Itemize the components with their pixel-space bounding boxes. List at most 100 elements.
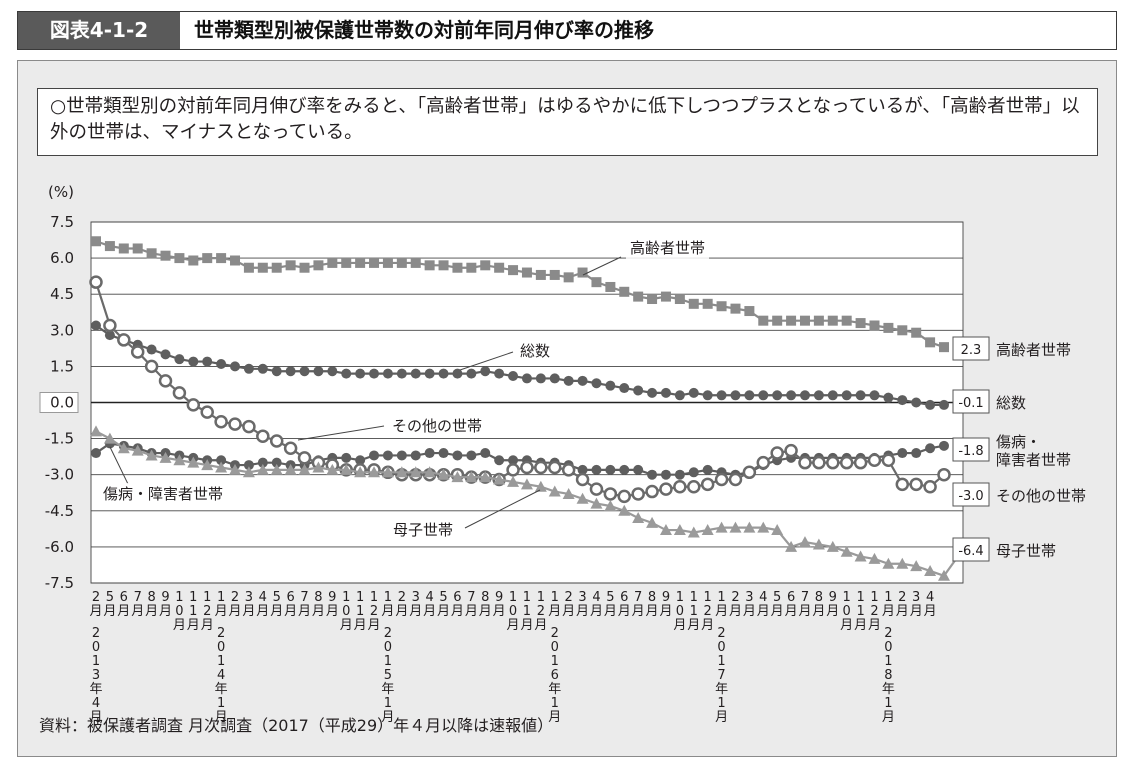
data-point-circle (563, 375, 574, 386)
data-point-circle (549, 373, 560, 384)
data-point-open-circle (742, 465, 757, 480)
y-tick-label: -3.0 (45, 466, 74, 484)
data-point-square (396, 257, 407, 268)
annotation-leader (459, 351, 514, 371)
data-point-triangle (548, 485, 561, 497)
annotation-bg (99, 483, 227, 505)
data-point-circle (591, 464, 602, 475)
data-point-circle (382, 450, 393, 461)
data-point-circle (911, 448, 922, 459)
data-point-triangle (882, 557, 895, 569)
data-point-triangle (270, 463, 283, 475)
data-point-triangle (785, 540, 798, 552)
x-tick-label: 3 (745, 590, 753, 605)
end-value-box (952, 482, 990, 507)
data-point-square (772, 315, 783, 326)
data-point-circle (452, 368, 463, 379)
data-point-square (132, 243, 143, 254)
data-point-circle (369, 450, 380, 461)
data-point-triangle (520, 478, 533, 490)
x-tick-label: 9 (328, 590, 336, 605)
end-value-label: -0.1 (958, 396, 983, 411)
data-point-square (466, 262, 477, 273)
data-point-triangle (659, 524, 672, 536)
end-value-label: 2.3 (961, 343, 982, 358)
data-point-triangle (451, 471, 464, 483)
data-point-open-circle (130, 345, 145, 359)
data-point-circle (382, 368, 393, 379)
data-point-circle (855, 390, 866, 401)
x-tick-label: 月 (659, 604, 672, 619)
x-tick-label: 1 (537, 590, 545, 605)
data-point-open-circle (283, 441, 298, 455)
data-point-circle (605, 380, 616, 391)
data-point-open-circle (700, 477, 715, 492)
x-year-label: 1 (551, 654, 559, 669)
x-tick-label: 8 (481, 590, 489, 605)
data-point-triangle (159, 451, 172, 463)
x-tick-label: 月 (507, 618, 520, 633)
x-tick-label: 5 (439, 590, 447, 605)
figure-label: 図表4-1-2 (18, 12, 180, 49)
data-point-square (202, 253, 213, 264)
x-tick-label: 月 (437, 604, 450, 619)
x-tick-label: 月 (562, 604, 575, 619)
x-tick-label: 3 (912, 590, 920, 605)
data-point-open-circle (784, 443, 798, 458)
data-point-circle (174, 354, 185, 365)
data-point-circle (355, 455, 366, 466)
data-point-circle (939, 399, 949, 410)
x-tick-label: 月 (520, 618, 533, 633)
data-point-circle (925, 443, 936, 454)
data-point-triangle (534, 480, 547, 492)
data-point-square (786, 315, 797, 326)
y-tick-label: 1.5 (50, 357, 74, 375)
x-tick-label: 月 (882, 604, 895, 619)
data-point-triangle (256, 463, 269, 475)
series-annotation: 高齢者世帯 (630, 239, 705, 257)
x-tick-label: 月 (465, 604, 478, 619)
x-tick-label: 月 (145, 604, 158, 619)
data-point-circle (91, 448, 101, 459)
series-annotation: 傷病・障害者世帯 (103, 485, 223, 503)
x-tick-label: 月 (576, 604, 589, 619)
x-year-label: 月 (89, 710, 102, 725)
x-tick-label: 月 (326, 604, 339, 619)
data-point-triangle (673, 524, 686, 536)
data-point-square (299, 262, 310, 273)
data-point-circle (466, 450, 477, 461)
x-year-label: 8 (884, 668, 892, 683)
annotation-bg (516, 340, 554, 362)
x-year-label: 2 (217, 626, 225, 641)
x-tick-label: 1 (676, 590, 684, 605)
data-point-triangle (576, 492, 589, 504)
data-point-square (160, 250, 171, 261)
legend-label: その他の世帯 (996, 487, 1086, 505)
x-tick-label: 月 (187, 618, 200, 633)
x-tick-label: 2 (92, 590, 100, 605)
data-point-square (674, 294, 685, 305)
x-tick-label: 1 (843, 590, 851, 605)
data-point-square (508, 265, 519, 276)
x-tick-label: 月 (632, 604, 645, 619)
data-point-circle (702, 390, 713, 401)
data-point-circle (688, 467, 699, 478)
data-point-circle (91, 320, 101, 331)
data-point-open-circle (617, 489, 632, 504)
x-tick-label: 月 (493, 604, 506, 619)
y-tick-label: 3.0 (50, 321, 74, 339)
data-point-circle (160, 349, 171, 360)
data-point-circle (577, 375, 588, 386)
x-tick-label: 月 (340, 618, 353, 633)
source-note: 資料：被保護者調査 月次調査（2017（平成29）年４月以降は速報値） (39, 716, 554, 735)
data-point-circle (508, 371, 519, 382)
x-year-label: 年 (882, 682, 895, 697)
summary-box: ○世帯類型別の対前年同月伸び率をみると、「高齢者世帯」はゆるやかに低下しつつプラ… (37, 88, 1098, 156)
data-point-open-circle (172, 386, 187, 400)
x-tick-label: 月 (840, 618, 853, 633)
x-tick-label: 1 (523, 604, 531, 619)
data-point-open-circle (534, 460, 548, 475)
data-point-circle (702, 464, 713, 475)
data-point-triangle (423, 466, 436, 478)
